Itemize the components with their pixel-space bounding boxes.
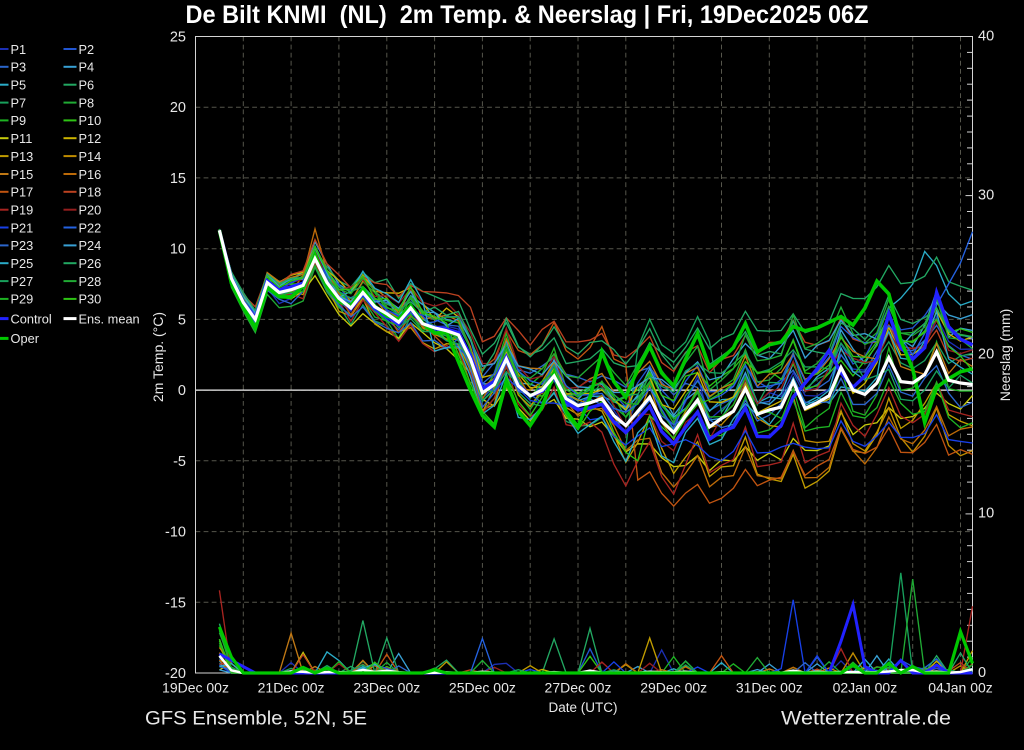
svg-text:P19: P19 [11,203,34,218]
svg-text:10: 10 [978,506,994,522]
svg-text:20: 20 [978,347,994,363]
svg-text:27Dec 00z: 27Dec 00z [545,680,612,696]
svg-text:P26: P26 [79,256,102,271]
svg-text:P16: P16 [79,167,102,182]
svg-text:P1: P1 [11,42,27,57]
svg-text:P5: P5 [11,78,27,93]
svg-text:0: 0 [178,383,186,399]
svg-text:P8: P8 [79,95,95,110]
svg-text:04Jan 00z: 04Jan 00z [928,680,993,696]
svg-text:P2: P2 [79,42,95,57]
svg-text:Neerslag (mm): Neerslag (mm) [997,309,1013,402]
svg-text:5: 5 [178,312,186,328]
svg-text:P12: P12 [79,131,102,146]
svg-text:P29: P29 [11,292,34,307]
svg-text:29Dec 00z: 29Dec 00z [640,680,707,696]
svg-text:P6: P6 [79,78,95,93]
svg-text:P4: P4 [79,60,95,75]
svg-text:-15: -15 [165,595,186,611]
svg-text:Control: Control [11,311,52,326]
svg-text:30: 30 [978,187,994,203]
svg-text:P13: P13 [11,149,34,164]
svg-text:P7: P7 [11,95,27,110]
svg-text:P10: P10 [79,113,102,128]
svg-text:-5: -5 [173,454,186,470]
svg-text:P25: P25 [11,256,34,271]
svg-text:40: 40 [978,28,994,44]
svg-text:15: 15 [170,171,186,187]
svg-text:GFS Ensemble, 52N, 5E: GFS Ensemble, 52N, 5E [145,708,367,730]
svg-text:25: 25 [170,30,186,46]
svg-text:Date (UTC): Date (UTC) [548,700,617,715]
svg-text:P27: P27 [11,274,34,289]
svg-text:P17: P17 [11,185,34,200]
svg-text:2m Temp. (°C): 2m Temp. (°C) [150,312,166,402]
svg-text:Wetterzentrale.de: Wetterzentrale.de [781,708,951,730]
svg-text:P14: P14 [79,149,102,164]
svg-text:P23: P23 [11,238,34,253]
svg-text:P24: P24 [79,238,102,253]
svg-text:P20: P20 [79,203,102,218]
svg-text:-10: -10 [165,525,186,541]
svg-text:Ens. mean: Ens. mean [79,311,140,326]
svg-text:10: 10 [170,242,186,258]
svg-text:0: 0 [978,665,986,681]
svg-text:P15: P15 [11,167,34,182]
svg-text:P21: P21 [11,220,34,235]
svg-text:P9: P9 [11,113,27,128]
svg-text:P18: P18 [79,185,102,200]
svg-text:-20: -20 [165,666,186,682]
svg-text:De Bilt KNMI (NL) 2m Temp. &: De Bilt KNMI (NL) 2m Temp. & Neerslag | … [186,1,869,29]
svg-text:19Dec 00z: 19Dec 00z [162,680,229,696]
svg-text:P11: P11 [11,131,33,146]
svg-text:21Dec 00z: 21Dec 00z [258,680,325,696]
svg-text:02Jan 00z: 02Jan 00z [833,680,898,696]
svg-text:P28: P28 [79,274,102,289]
svg-text:P30: P30 [79,292,102,307]
svg-text:31Dec 00z: 31Dec 00z [736,680,803,696]
svg-text:P3: P3 [11,60,27,75]
svg-text:25Dec 00z: 25Dec 00z [449,680,516,696]
svg-text:23Dec 00z: 23Dec 00z [353,680,420,696]
svg-text:20: 20 [170,100,186,116]
svg-text:Oper: Oper [11,331,40,346]
svg-text:P22: P22 [79,220,102,235]
